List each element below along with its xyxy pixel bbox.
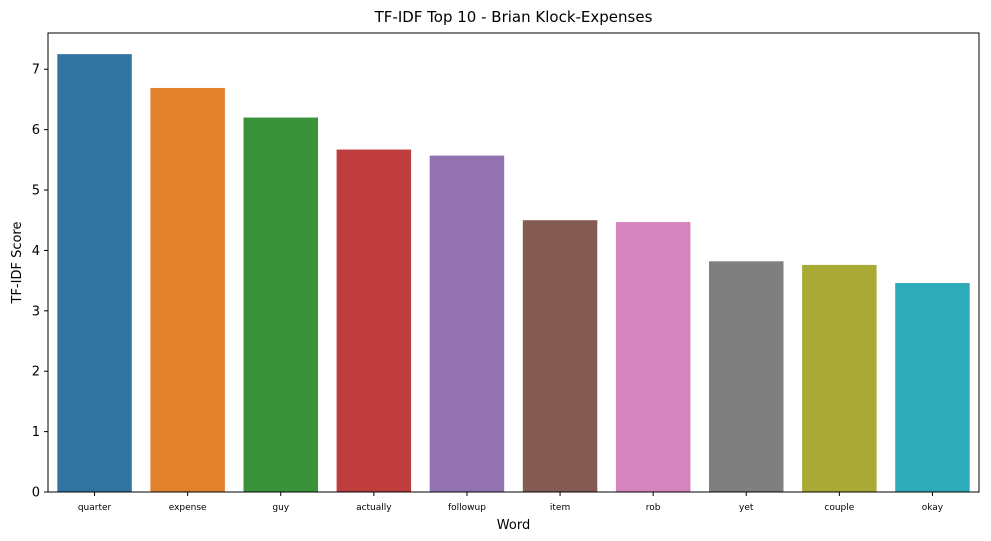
x-tick-label: expense <box>169 503 207 513</box>
plot-frame <box>47 32 980 493</box>
bar-item <box>522 220 598 492</box>
bar-expense <box>150 87 225 493</box>
bar-quarter <box>57 54 132 492</box>
x-tick-label: followup <box>448 503 486 513</box>
x-tick-label: actually <box>356 503 392 513</box>
y-axis-label: TF-IDF Score <box>10 222 25 305</box>
bar-guy <box>243 117 318 493</box>
y-tick-label: 1 <box>32 425 40 440</box>
bar-actually <box>336 149 412 492</box>
bar-followup <box>429 155 505 492</box>
y-tick-label: 5 <box>32 184 40 199</box>
bar-rob <box>615 222 691 493</box>
bar-okay <box>895 283 970 492</box>
y-tick-label: 6 <box>32 123 40 138</box>
y-tick-label: 7 <box>32 63 40 78</box>
y-tick-label: 3 <box>32 304 40 319</box>
x-tick-label: couple <box>824 503 854 513</box>
chart-title: TF-IDF Top 10 - Brian Klock-Expenses <box>374 8 653 26</box>
y-tick-label: 4 <box>32 244 40 259</box>
x-axis-label: Word <box>497 518 530 533</box>
bars-group <box>57 54 970 493</box>
x-tick-label: yet <box>739 503 754 513</box>
x-ticks-group: quarter expense guy actually followup item rob… <box>78 492 944 513</box>
bar-couple <box>802 264 877 492</box>
x-tick-label: quarter <box>78 503 112 513</box>
y-ticks-group: 0 1 2 3 4 5 6 7 <box>32 63 48 501</box>
x-tick-label: item <box>550 503 570 513</box>
x-tick-label: guy <box>272 503 289 513</box>
x-tick-label: rob <box>646 503 661 513</box>
y-tick-label: 0 <box>32 486 40 501</box>
y-tick-label: 2 <box>32 365 40 380</box>
x-tick-label: okay <box>922 503 944 513</box>
bar-yet <box>709 261 784 492</box>
